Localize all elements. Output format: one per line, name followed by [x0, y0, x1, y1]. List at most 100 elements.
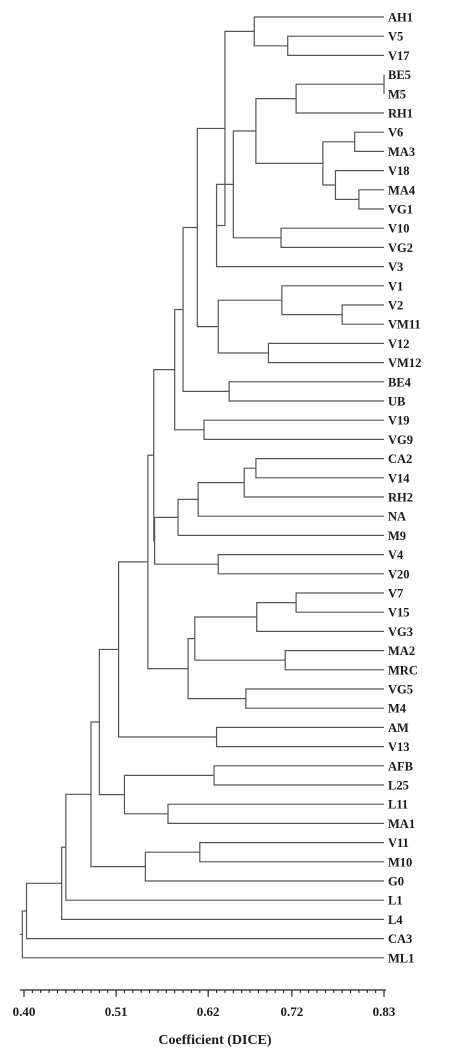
leaf-label: L4: [388, 913, 403, 927]
branch-c32: [284, 650, 384, 671]
branch-c19: [228, 381, 384, 402]
leaf-label: BE4: [388, 375, 412, 389]
leaf-label: NA: [388, 510, 406, 524]
branch-c30: [295, 592, 384, 613]
leaf-label: VG9: [388, 433, 413, 447]
leaf-label: L1: [388, 894, 403, 908]
branch-c47: [61, 846, 384, 920]
branch-c7: [334, 170, 384, 200]
leaf-label: V4: [388, 548, 404, 562]
branch-c18: [196, 127, 225, 328]
branch-c29: [153, 369, 175, 542]
leaf-label: V6: [388, 126, 403, 140]
branch-c46: [65, 793, 384, 901]
leaf-label: UB: [388, 395, 405, 409]
branch-c9: [255, 98, 323, 164]
branch-c22: [174, 308, 204, 431]
leaf-label: G0: [388, 875, 404, 889]
leaf-label: L25: [388, 779, 409, 793]
leaf-label: ML1: [388, 951, 414, 965]
leaf-label: M10: [388, 855, 412, 869]
branch-c49: [21, 910, 384, 959]
leaf-label: V17: [388, 49, 410, 63]
leaf-label: MA3: [388, 145, 415, 159]
leaf-label: V20: [388, 567, 410, 581]
leaf-label: V19: [388, 414, 410, 428]
leaf-label: AFB: [388, 759, 413, 773]
leaf-label: RH1: [388, 107, 413, 121]
leaf-label: MA4: [388, 183, 416, 197]
branch-c38: [118, 561, 217, 738]
branch-c20: [182, 226, 230, 392]
leaf-label: VM11: [388, 318, 421, 332]
leaf-label: M9: [388, 529, 406, 543]
leaf-label: L11: [388, 798, 408, 812]
leaf-label: V1: [388, 279, 403, 293]
leaf-label: VG2: [388, 241, 413, 255]
branch-c2: [253, 16, 384, 47]
branch-c16: [267, 342, 384, 364]
dendrogram-branches: [20, 16, 385, 959]
branch-c23: [255, 458, 384, 479]
x-axis-title: Coefficient (DICE): [158, 1033, 271, 1048]
branch-c24: [243, 467, 384, 498]
branch-c33: [194, 616, 286, 661]
leaf-label: AM: [388, 721, 409, 735]
leaf-label: V2: [388, 299, 403, 313]
branch-c31: [256, 602, 384, 632]
branch-c34: [245, 688, 384, 709]
leaf-label: CA2: [388, 452, 412, 466]
branch-c1: [287, 35, 384, 56]
leaf-label: MA1: [388, 817, 415, 831]
branch-c37: [215, 726, 384, 748]
branch-c17: [217, 299, 282, 354]
leaf-label: V12: [388, 337, 410, 351]
branch-c8: [322, 141, 355, 186]
branch-c28: [154, 516, 219, 565]
branch-c41: [123, 774, 215, 815]
branch-c42: [98, 648, 125, 796]
branch-c40: [167, 803, 384, 824]
leaf-label: MA2: [388, 644, 415, 658]
leaf-label: VM12: [388, 356, 421, 370]
leaf-label: V7: [388, 587, 403, 601]
branch-c25: [197, 482, 384, 517]
leaf-label: M4: [388, 702, 407, 716]
branch-c35: [187, 638, 246, 700]
leaf-label: V13: [388, 740, 410, 754]
leaf-label: V3: [388, 260, 403, 274]
branch-c5: [354, 131, 384, 152]
branch-c15: [281, 285, 384, 316]
branch-c36: [147, 454, 189, 670]
leaf-label: VG3: [388, 625, 413, 639]
branch-c48: [25, 882, 384, 940]
x-axis-tick-label: 0.83: [373, 1004, 396, 1019]
leaf-labels: AH1 V5 V17 BE5 M5 RH1 V6 MA3 V18 MA4 VG1 V10 VG2 V3 V1…: [388, 11, 421, 966]
leaf-label: VG1: [388, 203, 413, 217]
leaf-label: AH1: [388, 11, 413, 25]
x-axis-tick-label: 0.62: [197, 1004, 220, 1019]
branch-c26: [177, 498, 384, 536]
x-axis-tick-label: 0.72: [281, 1004, 304, 1019]
leaf-label: V18: [388, 164, 410, 178]
leaf-label: V14: [388, 471, 410, 485]
leaf-label: M5: [388, 87, 406, 101]
branch-c44: [144, 851, 384, 882]
leaf-label: V15: [388, 606, 410, 620]
branch-c4: [295, 83, 384, 114]
leaf-label: CA3: [388, 932, 412, 946]
branch-c27: [217, 554, 384, 575]
leaf-label: V11: [388, 836, 409, 850]
leaf-label: BE5: [388, 68, 411, 82]
leaf-label: VG5: [388, 683, 413, 697]
branch-c6: [358, 189, 384, 210]
branch-c10: [280, 227, 384, 248]
branch-c14: [341, 304, 384, 325]
leaf-label: RH2: [388, 491, 413, 505]
branch-c43: [199, 842, 384, 863]
x-axis-tick-label: 0.51: [105, 1004, 128, 1019]
branch-c39: [213, 765, 384, 786]
leaf-label: V5: [388, 30, 403, 44]
x-axis: 0.40 0.51 0.62 0.72 0.83: [13, 989, 396, 1019]
